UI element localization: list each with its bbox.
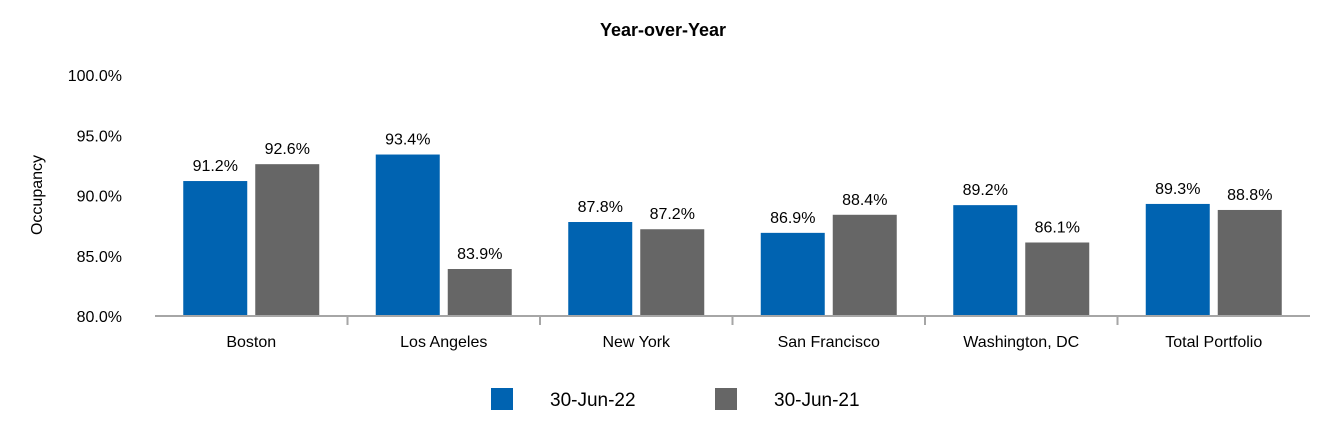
chart-title: Year-over-Year	[600, 20, 726, 40]
category-label: Los Angeles	[400, 334, 487, 351]
y-axis-ticks: 100.0% 95.0% 90.0% 85.0% 80.0%	[68, 68, 122, 326]
category-label: New York	[602, 334, 671, 351]
legend-swatch	[491, 388, 513, 410]
x-axis	[155, 315, 1310, 325]
bar-series1	[375, 154, 440, 316]
data-label: 88.4%	[842, 192, 887, 209]
y-tick-label: 100.0%	[68, 68, 122, 85]
category-label: Washington, DC	[963, 334, 1079, 351]
data-label: 93.4%	[385, 132, 430, 149]
data-label: 86.9%	[770, 210, 815, 227]
bar-series1	[568, 222, 633, 316]
legend: 30-Jun-22 30-Jun-21	[491, 388, 860, 411]
category-label: Total Portfolio	[1165, 334, 1262, 351]
data-label: 92.6%	[265, 141, 310, 158]
category-labels: Boston Los Angeles New York San Francisco Wa…	[226, 334, 1262, 351]
bar-series1	[760, 232, 825, 316]
bar-series2	[1217, 209, 1282, 316]
bar-series2	[1025, 242, 1090, 316]
data-label: 89.3%	[1155, 181, 1200, 198]
y-tick-label: 95.0%	[77, 128, 122, 145]
legend-swatch	[715, 388, 737, 410]
legend-label: 30-Jun-21	[774, 390, 860, 411]
y-axis-title: Occupancy	[29, 155, 46, 235]
data-label: 86.1%	[1035, 219, 1080, 236]
data-label: 87.8%	[578, 199, 623, 216]
legend-label: 30-Jun-22	[550, 390, 636, 411]
bar-series2	[640, 229, 705, 316]
category-label: Boston	[226, 334, 276, 351]
bar-series1	[183, 181, 248, 316]
data-labels: 91.2% 92.6% 93.4% 83.9% 87.8% 87.2% 86.9% 88.4%…	[193, 132, 1273, 263]
data-label: 91.2%	[193, 158, 238, 175]
bar-series1	[1145, 203, 1210, 316]
bars	[183, 154, 1282, 316]
bar-series2	[832, 214, 897, 316]
y-tick-label: 90.0%	[77, 189, 122, 206]
bar-series2	[447, 269, 512, 316]
data-label: 83.9%	[457, 246, 502, 263]
y-tick-label: 80.0%	[77, 309, 122, 326]
data-label: 89.2%	[963, 182, 1008, 199]
y-tick-label: 85.0%	[77, 249, 122, 266]
data-label: 88.8%	[1227, 187, 1272, 204]
data-label: 87.2%	[650, 206, 695, 223]
category-label: San Francisco	[778, 334, 880, 351]
bar-series2	[255, 164, 320, 316]
bar-series1	[953, 205, 1018, 316]
